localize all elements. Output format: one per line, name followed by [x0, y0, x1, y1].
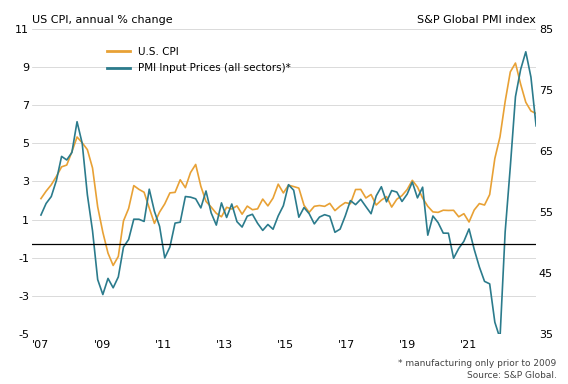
- U.S. CPI: [74, 135, 81, 139]
- PMI Input Prices (all sectors)*: [37, 213, 44, 217]
- PMI Input Prices (all sectors)*: [419, 185, 426, 189]
- PMI Input Prices (all sectors)*: [533, 124, 540, 128]
- PMI Input Prices (all sectors)*: [523, 50, 529, 54]
- Line: U.S. CPI: U.S. CPI: [41, 63, 536, 265]
- PMI Input Prices (all sectors)*: [74, 119, 81, 124]
- Text: * manufacturing only prior to 2009
Source: S&P Global.: * manufacturing only prior to 2009 Sourc…: [398, 359, 557, 380]
- PMI Input Prices (all sectors)*: [321, 212, 328, 217]
- PMI Input Prices (all sectors)*: [285, 182, 292, 187]
- U.S. CPI: [424, 204, 431, 209]
- U.S. CPI: [110, 263, 116, 268]
- Text: S&P Global PMI index: S&P Global PMI index: [417, 15, 536, 25]
- Line: PMI Input Prices (all sectors)*: PMI Input Prices (all sectors)*: [41, 52, 536, 338]
- Legend: U.S. CPI, PMI Input Prices (all sectors)*: U.S. CPI, PMI Input Prices (all sectors)…: [103, 43, 295, 78]
- U.S. CPI: [37, 196, 44, 201]
- PMI Input Prices (all sectors)*: [53, 178, 60, 183]
- PMI Input Prices (all sectors)*: [166, 245, 173, 249]
- U.S. CPI: [172, 190, 178, 195]
- U.S. CPI: [53, 174, 60, 179]
- U.S. CPI: [512, 61, 519, 65]
- U.S. CPI: [327, 201, 333, 206]
- U.S. CPI: [290, 184, 297, 189]
- U.S. CPI: [533, 111, 540, 116]
- PMI Input Prices (all sectors)*: [496, 336, 503, 341]
- Text: US CPI, annual % change: US CPI, annual % change: [32, 15, 173, 25]
